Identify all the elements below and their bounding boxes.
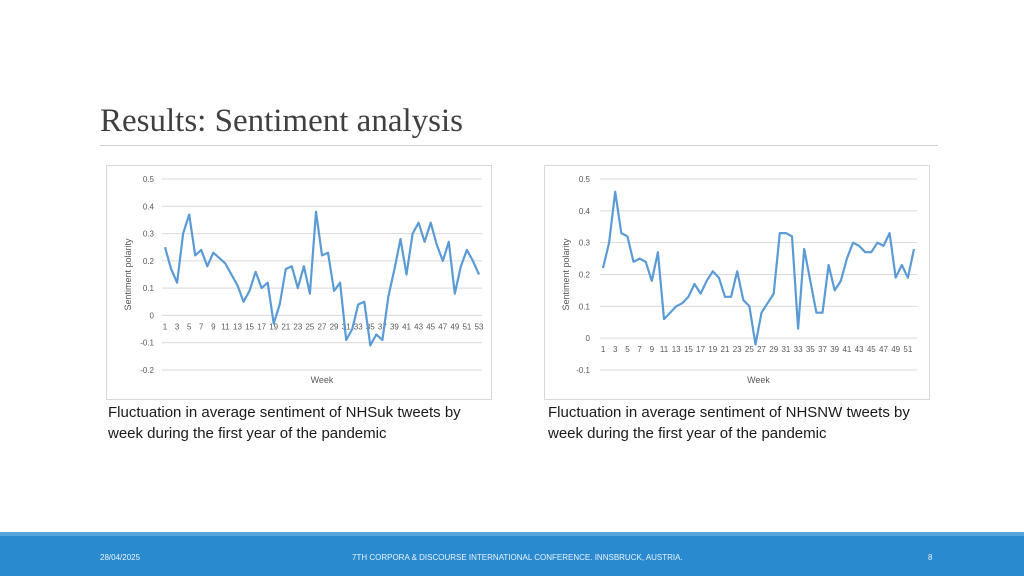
x-tick-label: 11: [660, 345, 669, 354]
x-tick-label: 29: [769, 345, 778, 354]
caption-left: Fluctuation in average sentiment of NHSu…: [108, 404, 461, 442]
x-tick-label: 17: [696, 345, 705, 354]
x-tick-label: 19: [269, 322, 278, 331]
x-tick-label: 35: [806, 345, 815, 354]
x-tick-label: 31: [342, 322, 351, 331]
y-tick-label: 0.2: [143, 257, 155, 266]
x-tick-label: 49: [891, 345, 900, 354]
x-tick-label: 33: [354, 322, 363, 331]
x-tick-label: 5: [187, 322, 192, 331]
x-tick-label: 43: [414, 322, 423, 331]
x-tick-label: 25: [305, 322, 314, 331]
x-tick-label: 9: [211, 322, 216, 331]
x-tick-label: 15: [684, 345, 693, 354]
y-tick-label: 0: [150, 311, 155, 320]
x-tick-label: 43: [855, 345, 864, 354]
footer-page-number: 8: [928, 553, 933, 562]
y-tick-label: -0.1: [576, 366, 590, 375]
y-tick-label: 0.5: [143, 175, 155, 184]
x-tick-label: 45: [426, 322, 435, 331]
x-tick-label: 5: [625, 345, 630, 354]
x-tick-label: 47: [879, 345, 888, 354]
x-axis-title: Week: [747, 375, 770, 385]
y-tick-label: 0.3: [143, 230, 155, 239]
title-divider: [100, 145, 938, 146]
x-tick-label: 13: [233, 322, 242, 331]
y-axis-title: Sentiment polarity: [561, 238, 571, 311]
x-tick-label: 29: [330, 322, 339, 331]
x-tick-label: 45: [867, 345, 876, 354]
x-tick-label: 47: [438, 322, 447, 331]
y-tick-label: 0.1: [579, 302, 591, 311]
y-tick-label: 0.4: [579, 207, 591, 216]
y-tick-label: -0.2: [140, 366, 154, 375]
footer-date: 28/04/2025: [100, 553, 141, 562]
series-line: [601, 190, 916, 346]
x-tick-label: 39: [830, 345, 839, 354]
x-tick-label: 33: [794, 345, 803, 354]
x-tick-label: 21: [281, 322, 290, 331]
x-tick-label: 37: [818, 345, 827, 354]
x-axis-title: Week: [311, 375, 334, 385]
y-tick-label: 0: [586, 334, 591, 343]
y-tick-label: 0.5: [579, 175, 591, 184]
y-tick-label: 0.2: [579, 271, 591, 280]
x-tick-label: 9: [650, 345, 655, 354]
series-line: [163, 210, 481, 347]
y-tick-label: -0.1: [140, 339, 154, 348]
footer-accent: [0, 532, 1024, 536]
x-tick-label: 13: [672, 345, 681, 354]
footer-bar: 28/04/2025 7TH CORPORA & DISCOURSE INTER…: [0, 532, 1024, 576]
x-tick-label: 21: [721, 345, 730, 354]
x-tick-label: 3: [613, 345, 618, 354]
chart-nhsuk: 0.5 0.4 0.3 0.2 0.1 0 -0.1 -0.2 1 3 5 7 9 11 13 15 17 19 2…: [106, 165, 492, 400]
x-tick-label: 35: [366, 322, 375, 331]
chart-nhsuk-svg: 0.50.40.30.20.10-0.1-0.21 3 5 7 9 11 13 15 17 19 2…: [123, 175, 484, 385]
x-tick-label: 23: [293, 322, 302, 331]
x-tick-label: 17: [257, 322, 266, 331]
x-tick-label: 11: [221, 322, 230, 331]
x-tick-label: 7: [637, 345, 642, 354]
y-tick-label: 0.4: [143, 202, 155, 211]
x-tick-label: 1: [601, 345, 606, 354]
y-axis-title: Sentiment polarity: [123, 238, 133, 311]
x-tick-label: 31: [781, 345, 790, 354]
x-tick-label: 1: [163, 322, 168, 331]
x-tick-label: 41: [402, 322, 411, 331]
slide-title: Results: Sentiment analysis: [100, 103, 463, 139]
x-tick-label: 51: [462, 322, 471, 331]
x-tick-label: 19: [708, 345, 717, 354]
x-tick-label: 39: [390, 322, 399, 331]
x-tick-label: 41: [842, 345, 851, 354]
x-tick-label: 27: [318, 322, 327, 331]
x-tick-label: 27: [757, 345, 766, 354]
x-tick-label: 7: [199, 322, 204, 331]
x-tick-label: 15: [245, 322, 254, 331]
chart-nhsnw-svg: 0.50.40.30.20.10-0.11 3 5 7 9 11 13 15 17 19 21 23 2…: [561, 175, 917, 385]
footer-conference: 7TH CORPORA & DISCOURSE INTERNATIONAL CO…: [352, 553, 683, 562]
y-tick-label: 0.1: [143, 284, 155, 293]
x-tick-label: 49: [450, 322, 459, 331]
caption-right: Fluctuation in average sentiment of NHSN…: [548, 404, 910, 442]
x-tick-label: 3: [175, 322, 180, 331]
x-tick-label: 51: [903, 345, 912, 354]
x-tick-label: 25: [745, 345, 754, 354]
x-tick-label: 23: [733, 345, 742, 354]
y-tick-label: 0.3: [579, 239, 591, 248]
x-tick-label: 37: [378, 322, 387, 331]
chart-nhsnw: 0.5 0.4 0.3 0.2 0.1 0 -0.1 1 3 5 7 9 11 13 15 17 19 21 23 2…: [544, 165, 930, 400]
x-tick-label: 53: [475, 322, 484, 331]
